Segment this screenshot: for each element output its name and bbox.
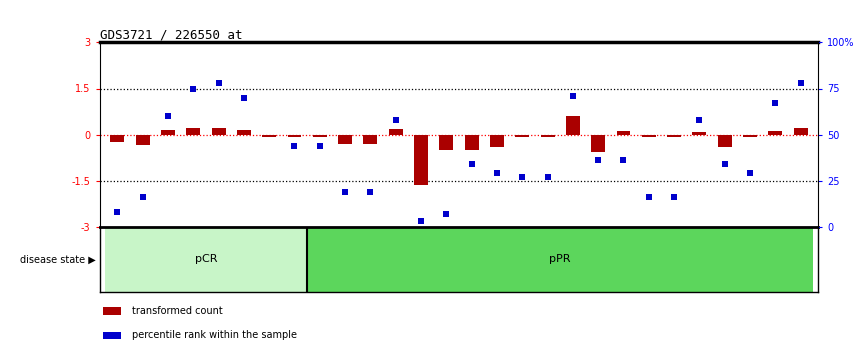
Bar xyxy=(743,135,757,137)
Bar xyxy=(105,227,307,292)
Bar xyxy=(211,128,225,135)
Text: transformed count: transformed count xyxy=(132,306,223,316)
Text: disease state ▶: disease state ▶ xyxy=(20,254,96,264)
Bar xyxy=(338,135,352,144)
Bar xyxy=(364,135,378,144)
Bar xyxy=(540,135,554,137)
Bar xyxy=(667,135,681,137)
Bar xyxy=(262,135,276,137)
Bar xyxy=(794,128,808,135)
Bar xyxy=(591,135,605,152)
Bar xyxy=(565,116,580,135)
Bar xyxy=(237,130,251,135)
Bar xyxy=(414,135,428,185)
Bar xyxy=(617,131,630,135)
Bar xyxy=(103,307,121,314)
Bar xyxy=(768,131,782,135)
Bar xyxy=(103,332,121,339)
Bar xyxy=(718,135,732,147)
Text: pPR: pPR xyxy=(549,254,571,264)
Bar xyxy=(490,135,504,147)
Bar xyxy=(389,129,403,135)
Bar xyxy=(161,130,175,135)
Bar xyxy=(465,135,479,150)
Bar xyxy=(313,135,326,137)
Bar xyxy=(288,135,301,137)
Bar xyxy=(186,128,200,135)
Bar xyxy=(110,135,124,142)
Bar xyxy=(693,132,707,135)
Bar xyxy=(642,135,656,137)
Bar xyxy=(307,227,813,292)
Text: pCR: pCR xyxy=(195,254,217,264)
Bar xyxy=(515,135,529,137)
Text: percentile rank within the sample: percentile rank within the sample xyxy=(132,330,297,341)
Text: GDS3721 / 226550_at: GDS3721 / 226550_at xyxy=(100,28,242,41)
Bar xyxy=(439,135,453,150)
Bar xyxy=(136,135,150,145)
